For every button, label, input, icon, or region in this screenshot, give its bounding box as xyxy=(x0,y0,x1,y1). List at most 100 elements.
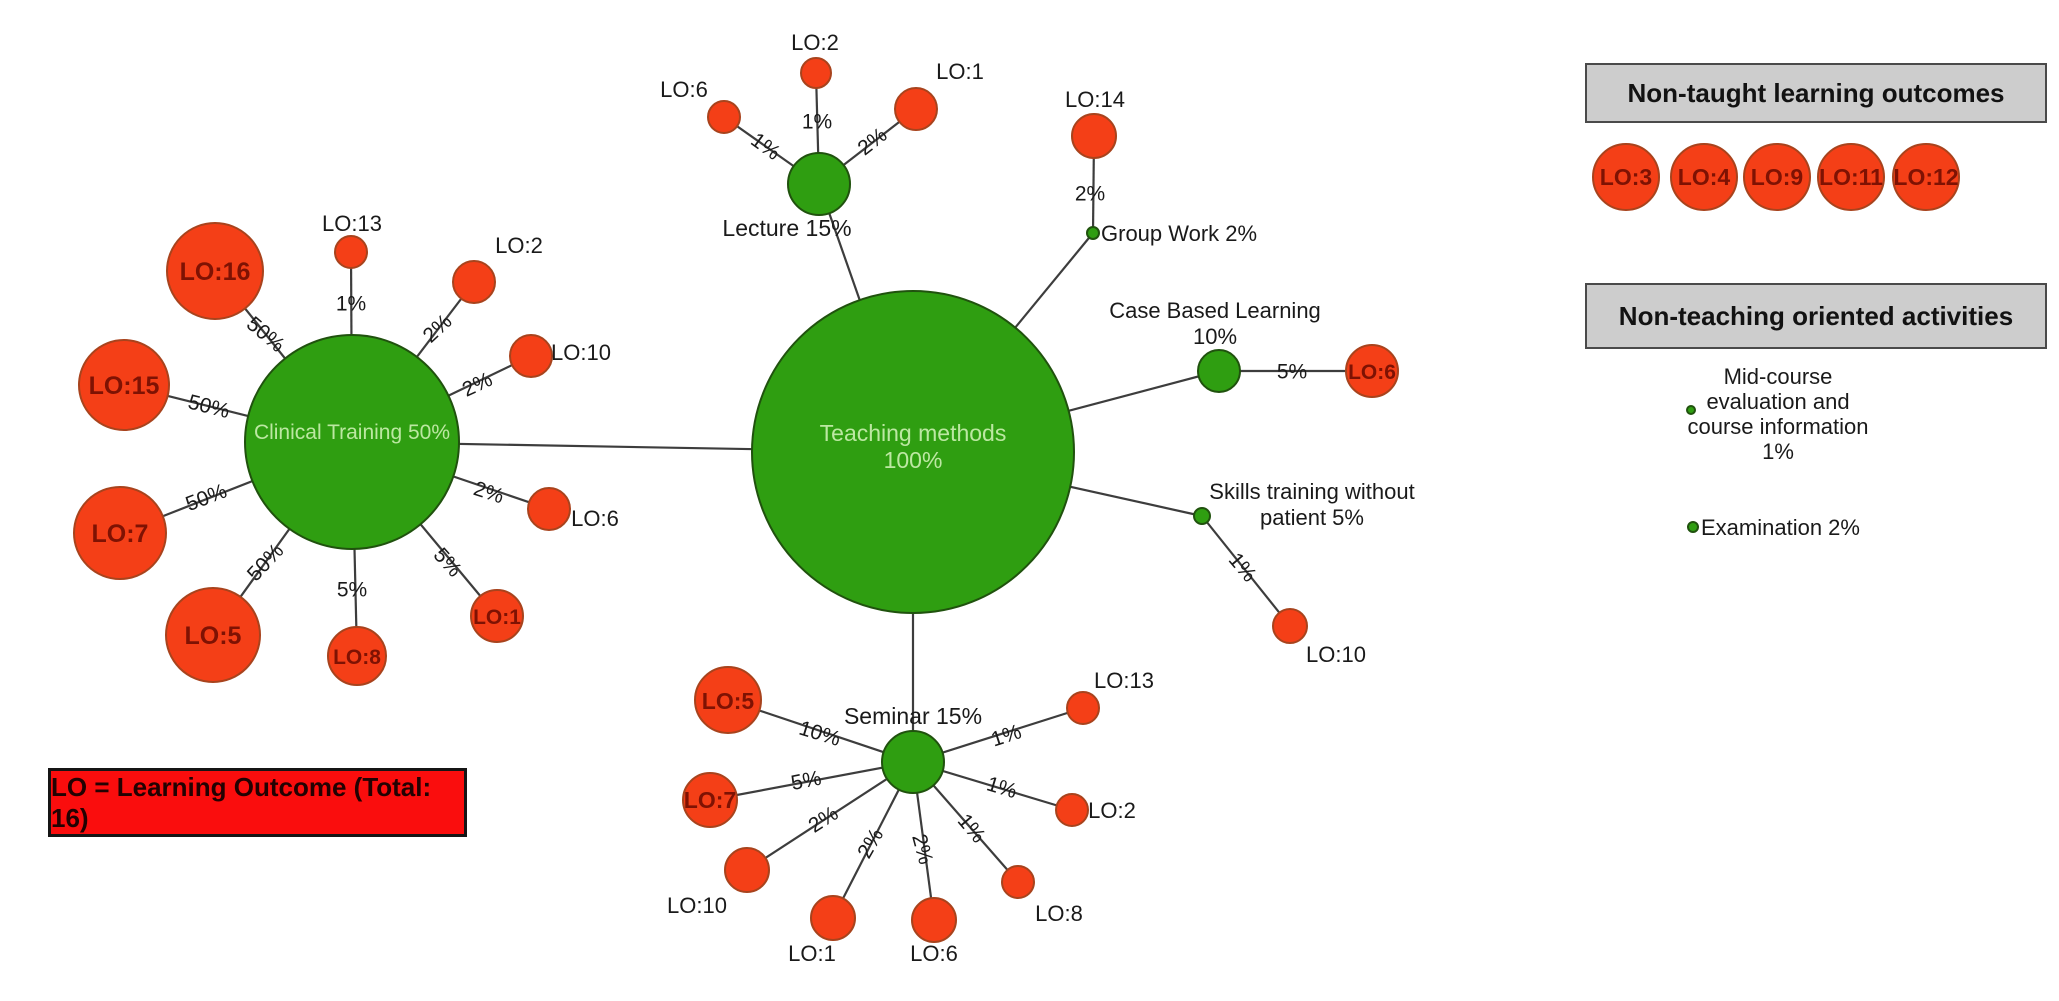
node-lo1-lecture-circle xyxy=(894,87,938,131)
node-lo2-seminar-circle xyxy=(1055,793,1089,827)
label-lo6-casebased: LO:6 xyxy=(1348,361,1396,384)
label-lo6-seminar: LO:6 xyxy=(910,941,958,966)
label-lo1-lecture: LO:1 xyxy=(936,59,984,84)
label-casebased-line1: Case Based Learning xyxy=(1109,298,1321,323)
label-lo2-clinical: LO:2 xyxy=(495,233,543,258)
edge-label-casebased--lo6-casebased: 5% xyxy=(1277,360,1307,383)
node-lo13-clinical-circle xyxy=(334,235,368,269)
node-seminar xyxy=(881,730,945,794)
label-midcourse-evaluation-line1: Mid-course xyxy=(1724,364,1833,389)
edge-label-clinical--lo5-clinical: 50% xyxy=(243,539,288,585)
node-groupwork xyxy=(1086,226,1100,240)
label-lo1-seminar: LO:1 xyxy=(788,941,836,966)
label-lo10-skills: LO:10 xyxy=(1306,642,1366,667)
edge-label-clinical--lo1-clinical: 5% xyxy=(429,544,466,582)
label-casebased-line2: 10% xyxy=(1193,324,1237,349)
label-lo4-nontaught: LO:4 xyxy=(1678,164,1731,190)
node-lo15-clinical-circle xyxy=(78,339,170,431)
node-lo6-seminar-circle xyxy=(911,897,957,943)
label-lo8-clinical: LO:8 xyxy=(333,646,381,669)
label-lo13-seminar: LO:13 xyxy=(1094,668,1154,693)
non-taught-title: Non-taught learning outcomes xyxy=(1627,77,2005,108)
edge-label-clinical--lo15-clinical: 50% xyxy=(186,391,232,423)
node-lo9-nontaught-circle xyxy=(1743,143,1811,211)
label-lo5-clinical: LO:5 xyxy=(185,622,242,650)
label-lo6-lecture: LO:6 xyxy=(660,77,708,102)
edge-label-seminar--lo10-seminar: 2% xyxy=(804,802,842,838)
edge-label-lecture--lo6-lecture: 1% xyxy=(746,128,784,164)
label-examination: Examination 2% xyxy=(1701,515,1860,540)
node-lo12-nontaught-circle xyxy=(1892,143,1960,211)
node-casebased xyxy=(1197,349,1241,393)
non-teaching-header: Non-teaching oriented activities xyxy=(1585,283,2047,349)
label-lo7-clinical: LO:7 xyxy=(92,520,149,548)
label-lo8-seminar: LO:8 xyxy=(1035,901,1083,926)
edge-label-seminar--lo5-seminar: 10% xyxy=(796,717,843,751)
node-lo7-clinical-circle xyxy=(73,486,167,580)
node-midcourse-evaluation xyxy=(1686,405,1696,415)
label-lo13-clinical: LO:13 xyxy=(322,211,382,236)
node-lo3-nontaught-circle xyxy=(1592,143,1660,211)
node-lo6-lecture-circle xyxy=(707,100,741,134)
label-lo12-nontaught: LO:12 xyxy=(1893,164,1958,190)
node-lo10-skills-circle xyxy=(1272,608,1308,644)
edge-label-seminar--lo1-seminar: 2% xyxy=(853,825,888,863)
label-lo7-seminar: LO:7 xyxy=(684,787,736,813)
edge-label-clinical--lo7-clinical: 50% xyxy=(183,480,230,517)
edge-label-skills--lo10-skills: 1% xyxy=(1224,549,1261,587)
node-clinical xyxy=(244,334,460,550)
label-lo10-seminar: LO:10 xyxy=(667,893,727,918)
lo-legend-box: LO = Learning Outcome (Total: 16) xyxy=(48,768,467,837)
node-lo2-lecture-circle xyxy=(800,57,832,89)
edge-label-lecture--lo1-lecture: 2% xyxy=(853,123,891,160)
node-teaching xyxy=(751,290,1075,614)
node-lecture xyxy=(787,152,851,216)
node-lo7-seminar-circle xyxy=(682,772,738,828)
label-clinical: Clinical Training 50% xyxy=(254,421,450,444)
edge-seminar--lo10-seminar xyxy=(746,761,914,871)
node-lo14-groupwork-circle xyxy=(1071,113,1117,159)
edge-seminar--lo7-seminar xyxy=(709,760,914,802)
label-teaching-line1: Teaching methods xyxy=(820,420,1007,446)
label-seminar: Seminar 15% xyxy=(844,703,982,729)
node-examination xyxy=(1687,521,1699,533)
label-lo2-lecture: LO:2 xyxy=(791,30,839,55)
edge-label-seminar--lo13-seminar: 1% xyxy=(988,720,1024,751)
label-lo14-groupwork: LO:14 xyxy=(1065,87,1125,112)
label-lecture: Lecture 15% xyxy=(722,215,851,241)
edge-label-seminar--lo6-seminar: 2% xyxy=(907,832,937,867)
node-lo1-seminar-circle xyxy=(810,895,856,941)
node-lo13-seminar-circle xyxy=(1066,691,1100,725)
node-lo10-seminar-circle xyxy=(724,847,770,893)
edge-label-clinical--lo6-clinical: 2% xyxy=(471,477,507,508)
node-lo8-clinical-circle xyxy=(327,626,387,686)
edge-label-clinical--lo8-clinical: 5% xyxy=(337,578,367,601)
node-lo8-seminar-circle xyxy=(1001,865,1035,899)
node-skills xyxy=(1193,507,1211,525)
label-lo2-seminar: LO:2 xyxy=(1088,798,1136,823)
lo-legend-text: LO = Learning Outcome (Total: 16) xyxy=(51,771,432,833)
node-lo10-clinical-circle xyxy=(509,334,553,378)
node-lo16-clinical-circle xyxy=(166,222,264,320)
non-teaching-title: Non-teaching oriented activities xyxy=(1618,300,2014,331)
node-lo5-clinical-circle xyxy=(165,587,261,683)
label-groupwork: Group Work 2% xyxy=(1101,221,1257,246)
edge-label-seminar--lo2-seminar: 1% xyxy=(984,772,1020,803)
node-lo6-clinical-circle xyxy=(527,487,571,531)
label-skills-line2: patient 5% xyxy=(1260,505,1364,530)
label-midcourse-evaluation-line4: 1% xyxy=(1762,439,1794,464)
non-taught-header: Non-taught learning outcomes xyxy=(1585,63,2047,123)
label-lo10-clinical: LO:10 xyxy=(551,340,611,365)
edge-skills--lo10-skills xyxy=(1201,515,1291,627)
label-lo3-nontaught: LO:3 xyxy=(1600,164,1652,190)
label-midcourse-evaluation-line3: course information xyxy=(1688,414,1869,439)
label-lo16-clinical: LO:16 xyxy=(180,258,251,286)
node-lo11-nontaught-circle xyxy=(1817,143,1885,211)
label-teaching-line2: 100% xyxy=(884,447,943,473)
label-lo11-nontaught: LO:11 xyxy=(1819,164,1883,190)
label-midcourse-evaluation-line2: evaluation and xyxy=(1706,389,1849,414)
label-lo1-clinical: LO:1 xyxy=(473,606,521,629)
label-lo6-clinical: LO:6 xyxy=(571,506,619,531)
